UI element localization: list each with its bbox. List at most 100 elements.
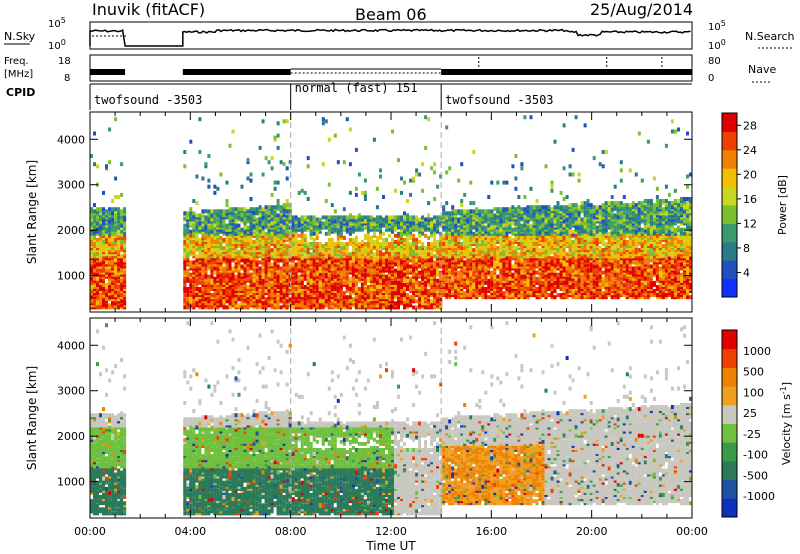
heatmap-cell bbox=[517, 195, 521, 199]
heatmap-cell bbox=[487, 258, 491, 263]
heatmap-cell bbox=[90, 260, 93, 265]
heatmap-cell bbox=[421, 188, 425, 193]
heatmap-cell bbox=[273, 227, 277, 232]
heatmap-cell bbox=[273, 303, 277, 308]
heatmap-cell bbox=[454, 295, 458, 300]
heatmap-cell bbox=[327, 242, 331, 246]
heatmap-cell bbox=[339, 276, 343, 281]
heatmap-cell bbox=[231, 254, 235, 259]
heatmap-cell bbox=[195, 258, 199, 263]
heatmap-cell bbox=[457, 285, 461, 289]
heatmap-cell bbox=[394, 256, 397, 261]
heatmap-cell bbox=[388, 303, 391, 308]
heatmap-cell bbox=[327, 223, 331, 228]
heatmap-cell bbox=[189, 229, 193, 234]
heatmap-cell bbox=[523, 252, 527, 257]
heatmap-cell bbox=[111, 254, 115, 259]
heatmap-cell bbox=[300, 254, 304, 259]
heatmap-cell bbox=[421, 242, 425, 246]
heatmap-cell bbox=[403, 303, 406, 308]
heatmap-cell bbox=[195, 291, 199, 296]
heatmap-cell bbox=[234, 295, 238, 300]
heatmap-cell bbox=[505, 295, 509, 300]
heatmap-cell bbox=[318, 266, 322, 271]
heatmap-cell bbox=[300, 188, 304, 193]
freq-right-tick-low: 0 bbox=[708, 73, 714, 84]
heatmap-cell bbox=[306, 272, 310, 277]
heatmap-cell bbox=[102, 295, 105, 300]
heatmap-cell bbox=[261, 250, 265, 255]
heatmap-cell bbox=[424, 285, 428, 289]
heatmap-cell bbox=[351, 303, 355, 308]
heatmap-cell bbox=[237, 250, 241, 255]
heatmap-cell bbox=[412, 178, 416, 183]
heatmap-cell bbox=[436, 268, 440, 273]
heatmap-cell bbox=[400, 274, 403, 279]
heatmap-cell bbox=[213, 227, 217, 232]
heatmap-cell bbox=[270, 254, 274, 259]
heatmap-cell bbox=[312, 295, 316, 300]
heatmap-cell bbox=[348, 295, 352, 300]
heatmap-cell bbox=[315, 217, 319, 222]
heatmap-cell bbox=[294, 262, 298, 267]
heatmap-cell bbox=[111, 280, 115, 285]
heatmap-cell bbox=[114, 254, 118, 259]
heatmap-cell bbox=[216, 280, 220, 285]
heatmap-cell bbox=[207, 285, 211, 289]
heatmap-cell bbox=[517, 231, 521, 236]
heatmap-cell bbox=[493, 268, 497, 273]
heatmap-cell bbox=[445, 217, 449, 222]
heatmap-cell bbox=[261, 231, 265, 236]
heatmap-cell bbox=[357, 246, 361, 251]
heatmap-cell bbox=[123, 293, 127, 298]
heatmap-cell bbox=[108, 291, 112, 296]
heatmap-cell bbox=[297, 233, 301, 238]
heatmap-cell bbox=[294, 246, 298, 251]
heatmap-cell bbox=[372, 268, 376, 273]
heatmap-cell bbox=[481, 276, 485, 281]
heatmap-cell bbox=[336, 285, 340, 289]
heatmap-cell bbox=[496, 291, 500, 296]
heatmap-cell bbox=[216, 258, 220, 263]
heatmap-cell bbox=[520, 217, 524, 222]
heatmap-cell bbox=[345, 250, 349, 255]
heatmap-cell bbox=[372, 252, 376, 257]
heatmap-cell bbox=[475, 223, 479, 228]
heatmap-cell bbox=[318, 262, 322, 267]
heatmap-cell bbox=[330, 215, 334, 220]
heatmap-cell bbox=[517, 258, 521, 263]
heatmap-cell bbox=[201, 231, 205, 236]
heatmap-cell bbox=[333, 254, 337, 259]
heatmap-cell bbox=[439, 299, 443, 304]
heatmap-cell bbox=[327, 262, 331, 267]
heatmap-cell bbox=[351, 289, 355, 293]
heatmap-cell bbox=[333, 258, 337, 263]
heatmap-cell bbox=[210, 246, 214, 251]
heatmap-cell bbox=[363, 295, 367, 300]
heatmap-cell bbox=[276, 227, 280, 232]
heatmap-cell bbox=[99, 258, 102, 263]
heatmap-cell bbox=[421, 264, 425, 269]
heatmap-cell bbox=[99, 268, 102, 273]
heatmap-cell bbox=[466, 246, 470, 251]
heatmap-cell bbox=[186, 303, 190, 308]
heatmap-cell bbox=[508, 240, 512, 244]
heatmap-cell bbox=[249, 207, 253, 212]
heatmap-cell bbox=[228, 215, 232, 220]
heatmap-cell bbox=[478, 291, 482, 296]
heatmap-cell bbox=[502, 272, 506, 277]
heatmap-cell bbox=[520, 223, 524, 228]
heatmap-cell bbox=[472, 213, 476, 218]
heatmap-cell bbox=[424, 254, 428, 259]
heatmap-cell bbox=[472, 235, 476, 240]
heatmap-cell bbox=[457, 235, 461, 240]
heatmap-cell bbox=[345, 221, 349, 226]
heatmap-cell bbox=[204, 268, 208, 273]
heatmap-cell bbox=[90, 223, 93, 228]
heatmap-cell bbox=[312, 221, 316, 226]
heatmap-cell bbox=[207, 280, 211, 285]
heatmap-cell bbox=[231, 229, 235, 234]
heatmap-cell bbox=[363, 242, 367, 246]
heatmap-cell bbox=[475, 276, 479, 281]
heatmap-cell bbox=[222, 295, 226, 300]
